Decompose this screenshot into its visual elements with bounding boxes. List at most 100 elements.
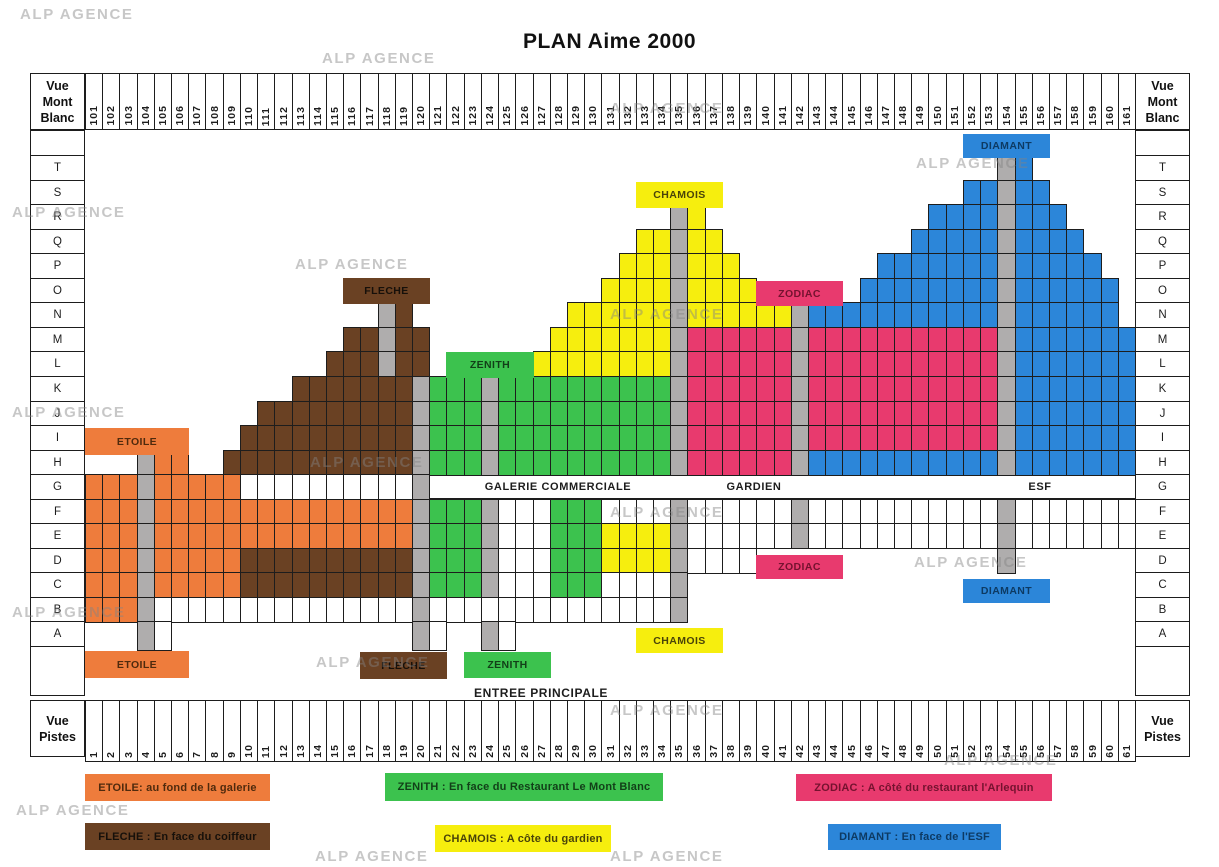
unit-cell-J12 [274,401,293,427]
unit-cell-Q35 [670,229,688,255]
unit-cell-D26 [515,548,534,574]
top-axis-number: 153 [983,105,995,126]
top-axis-number: 127 [536,105,548,126]
unit-cell-S54 [997,180,1016,206]
unit-cell-C1 [85,572,103,598]
unit-cell-D29 [567,548,585,574]
top-axis-number: 135 [673,105,685,126]
unit-cell-J54 [997,401,1016,427]
top-axis-number: 146 [863,105,875,126]
unit-cell-M55 [1015,327,1033,353]
unit-cell-E16 [343,523,361,549]
top-axis-cell-134: 134 [653,73,671,130]
section-label-zenith-11: ZENITH [464,652,551,678]
unit-cell-M42 [791,327,809,353]
unit-cell-P50 [928,253,947,279]
unit-cell-K45 [842,376,861,402]
unit-cell-R57 [1049,204,1067,230]
unit-cell-F60 [1101,499,1119,525]
unit-cell-J26 [515,401,534,427]
unit-cell-M53 [980,327,998,353]
unit-cell-I60 [1101,425,1119,451]
unit-cell-H31 [601,450,620,476]
unit-cell-I28 [550,425,568,451]
unit-cell-D12 [274,548,293,574]
unit-cell-J34 [653,401,671,427]
unit-cell-B1 [85,597,103,623]
top-axis-cell-114: 114 [309,73,327,130]
unit-cell-J50 [928,401,947,427]
unit-cell-M40 [756,327,775,353]
unit-cell-J37 [705,401,723,427]
unit-cell-E47 [877,523,895,549]
unit-cell-D17 [360,548,379,574]
unit-cell-B30 [584,597,602,623]
unit-cell-I25 [498,425,516,451]
unit-cell-F43 [808,499,826,525]
unit-cell-E3 [119,523,138,549]
unit-cell-I22 [446,425,465,451]
unit-cell-B24 [481,597,499,623]
unit-cell-F57 [1049,499,1067,525]
bottom-axis-number: 47 [880,744,892,758]
bottom-axis-number: 31 [604,744,617,758]
unit-cell-Q37 [705,229,723,255]
unit-cell-P52 [963,253,981,279]
bottom-axis-cell-41: 41 [774,700,792,762]
unit-cell-E10 [240,523,258,549]
unit-cell-L32 [619,351,637,377]
unit-cell-F7 [188,499,206,525]
unit-cell-C12 [274,572,293,598]
corner-line: Vue [46,78,69,93]
unit-cell-F50 [928,499,947,525]
row-letter-E-left: E [30,523,85,549]
bottom-axis-cell-21: 21 [429,700,447,762]
row-letter-N-right: N [1135,302,1190,328]
top-axis-number: 145 [845,105,858,126]
unit-cell-H34 [653,450,671,476]
unit-cell-M48 [894,327,912,353]
top-axis-cell-158: 158 [1066,73,1084,130]
unit-cell-I16 [343,425,361,451]
unit-cell-M44 [825,327,843,353]
unit-cell-Q55 [1015,229,1033,255]
unit-cell-H37 [705,450,723,476]
unit-cell-C6 [171,572,189,598]
watermark-5: ALP AGENCE [295,256,409,273]
corner-line: Pistes [1144,729,1181,744]
unit-cell-T55 [1015,155,1033,181]
top-axis-number: 131 [604,105,617,126]
unit-cell-O56 [1032,278,1050,304]
unit-cell-G18 [378,474,396,500]
unit-cell-B5 [154,597,172,623]
unit-cell-B19 [395,597,413,623]
unit-cell-J40 [756,401,775,427]
unit-cell-F34 [653,499,671,525]
top-axis-cell-123: 123 [464,73,482,130]
unit-cell-D34 [653,548,671,574]
top-axis-number: 111 [260,106,272,126]
unit-cell-J18 [378,401,396,427]
bottom-axis-cell-54: 54 [997,700,1016,762]
unit-cell-M50 [928,327,947,353]
unit-cell-F42 [791,499,809,525]
unit-cell-G15 [326,474,344,500]
unit-cell-C22 [446,572,465,598]
bottom-axis-cell-55: 55 [1015,700,1033,762]
unit-cell-E12 [274,523,293,549]
unit-cell-J16 [343,401,361,427]
top-axis-cell-144: 144 [825,73,843,130]
top-axis-number: 128 [553,105,565,126]
unit-cell-C5 [154,572,172,598]
bottom-axis-number: 50 [931,744,944,758]
unit-cell-G16 [343,474,361,500]
unit-cell-S55 [1015,180,1033,206]
unit-cell-A20 [412,621,430,651]
bottom-axis-cell-8: 8 [205,700,224,762]
unit-cell-M47 [877,327,895,353]
bottom-axis-number: 18 [381,744,393,758]
unit-cell-E49 [911,523,929,549]
bottom-axis-number: 1 [88,751,100,758]
unit-cell-F41 [774,499,792,525]
unit-cell-N37 [705,302,723,328]
